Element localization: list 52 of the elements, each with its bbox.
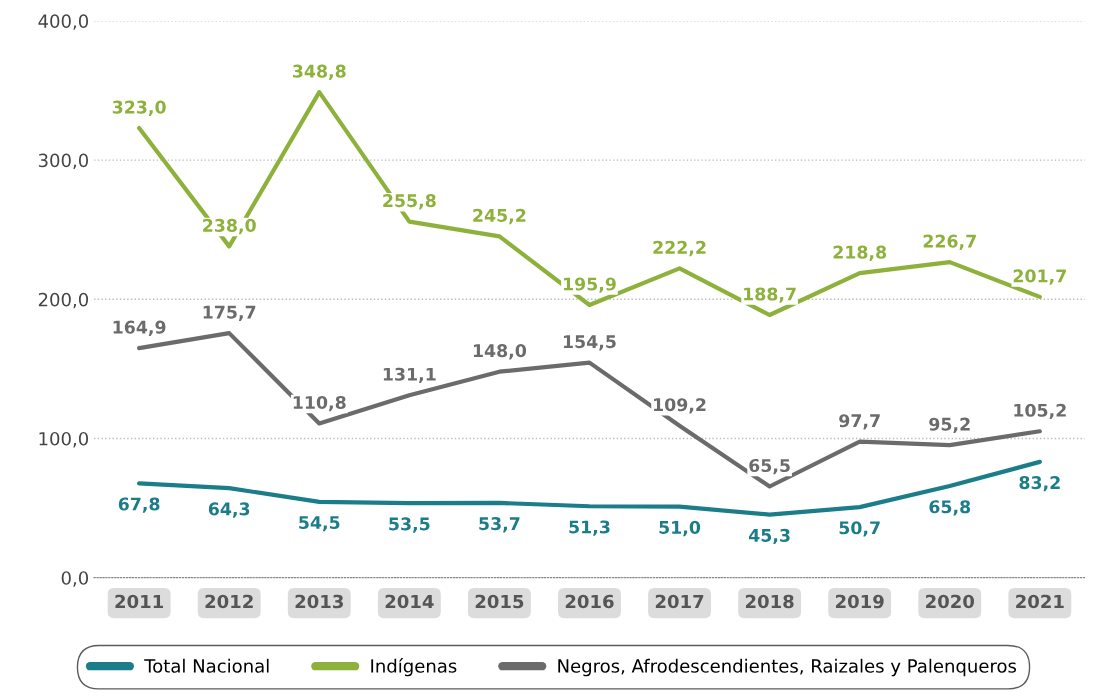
x-tick-label: 2016 — [565, 594, 614, 609]
data-label: 226,7 — [923, 234, 976, 250]
data-label: 131,1 — [383, 367, 436, 383]
x-tick-label: 2015 — [475, 594, 524, 609]
legend-label: Total Nacional — [144, 658, 269, 673]
x-tick-label: 2018 — [745, 594, 794, 609]
y-tick-label: 0,0 — [61, 571, 89, 587]
data-label: 65,5 — [749, 458, 790, 475]
data-label: 195,9 — [563, 277, 616, 293]
x-tick-label: 2014 — [385, 594, 434, 609]
data-label: 175,7 — [203, 305, 256, 321]
x-tick-label: 2019 — [835, 594, 884, 609]
data-label: 53,5 — [389, 517, 430, 533]
data-label: 95,2 — [929, 417, 970, 433]
data-label: 201,7 — [1013, 269, 1066, 285]
data-label: 222,2 — [653, 240, 706, 257]
x-tick-label: 2021 — [1016, 594, 1064, 609]
x-tick-label: 2013 — [295, 594, 343, 609]
data-label: 51,0 — [659, 520, 701, 537]
x-tick-label: 2011 — [115, 594, 164, 609]
x-tick-label: 2017 — [655, 594, 704, 609]
data-label: 97,7 — [839, 414, 880, 430]
data-label: 255,8 — [383, 194, 436, 210]
data-label: 238,0 — [203, 218, 256, 235]
data-label: 148,0 — [473, 344, 527, 360]
data-label: 67,8 — [118, 497, 160, 513]
data-label: 109,2 — [654, 398, 706, 414]
data-label: 54,5 — [299, 516, 340, 532]
legend-label: Negros, Afrodescendientes, Raizales y Palenqueros — [558, 658, 1017, 677]
data-label: 64,3 — [208, 502, 250, 518]
data-label: 154,5 — [563, 335, 616, 351]
x-tick-label: 2020 — [926, 594, 975, 609]
data-label: 53,7 — [479, 517, 520, 533]
data-label: 218,8 — [833, 245, 887, 261]
data-label: 348,8 — [292, 64, 346, 80]
data-label: 51,3 — [569, 520, 610, 536]
data-label: 110,8 — [293, 395, 346, 412]
legend-label: Indígenas — [371, 658, 457, 677]
data-label: 164,9 — [113, 320, 166, 336]
y-tick-label: 400,0 — [38, 14, 89, 30]
data-label: 105,2 — [1014, 403, 1066, 420]
y-tick-label: 300,0 — [38, 153, 89, 170]
data-label: 65,8 — [929, 500, 971, 516]
data-label: 50,7 — [839, 521, 880, 537]
data-label: 188,7 — [744, 287, 796, 303]
data-label: 83,2 — [1019, 475, 1060, 492]
data-label: 323,0 — [112, 100, 166, 116]
y-tick-label: 100,0 — [39, 431, 89, 448]
x-tick-label: 2012 — [205, 594, 253, 609]
data-label: 45,3 — [748, 528, 790, 545]
data-label: 245,2 — [473, 208, 526, 225]
y-tick-label: 200,0 — [38, 292, 89, 309]
